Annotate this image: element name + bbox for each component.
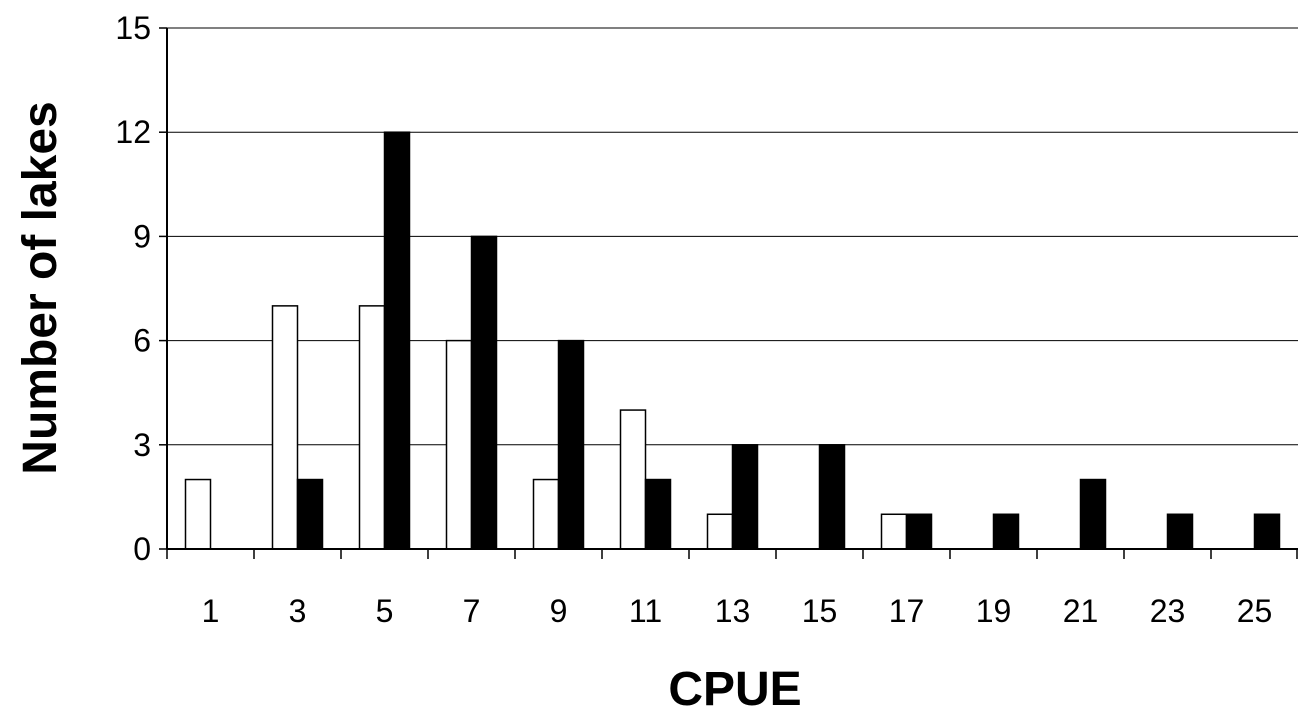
bar-black [383,131,411,550]
x-tick-label: 3 [289,593,307,629]
x-tick-label: 19 [976,593,1012,629]
y-tick-label: 9 [133,218,151,254]
bars [184,131,1281,550]
bar-white [445,339,473,550]
y-tick-label: 6 [133,323,151,359]
bar-black [557,339,585,550]
x-tick-label: 23 [1150,593,1186,629]
x-tick-label: 11 [629,593,662,629]
bar-black [992,513,1020,550]
x-axis-title: CPUE [668,663,801,710]
bar-white [532,478,560,550]
bar-black [644,478,672,550]
y-axis-title: Number of lakes [14,101,67,474]
gridlines [167,27,1298,446]
x-tick-label: 21 [1063,593,1099,629]
x-tick-label: 25 [1237,593,1273,629]
x-tick-label: 7 [463,593,481,629]
y-tick-label: 12 [115,114,151,150]
bar-black [1079,478,1107,550]
y-tick-label: 0 [133,531,151,567]
bar-white [619,409,647,550]
bar-black [296,478,324,550]
bar-white [706,513,734,550]
x-tick-label: 9 [550,593,568,629]
y-tick-label: 15 [115,10,151,46]
bar-black [1166,513,1194,550]
x-tick-label: 17 [889,593,925,629]
x-tick-label: 5 [376,593,394,629]
bar-black [731,444,759,550]
bar-white [880,513,908,550]
bar-black [905,513,933,550]
x-tick-label: 15 [802,593,838,629]
bar-white [271,305,299,550]
axes [159,27,1298,559]
y-tick-labels: 0 3 6 9 12 15 [115,10,151,567]
bar-black [1253,513,1281,550]
x-tick-labels: 1 3 5 7 9 11 13 15 17 19 21 23 25 [202,593,1273,629]
bar-white [184,478,212,550]
y-tick-label: 3 [133,427,151,463]
x-tick-label: 13 [715,593,751,629]
bar-white [358,305,386,550]
bar-black [470,235,498,550]
bar-black [818,444,846,550]
x-tick-label: 1 [202,593,220,629]
